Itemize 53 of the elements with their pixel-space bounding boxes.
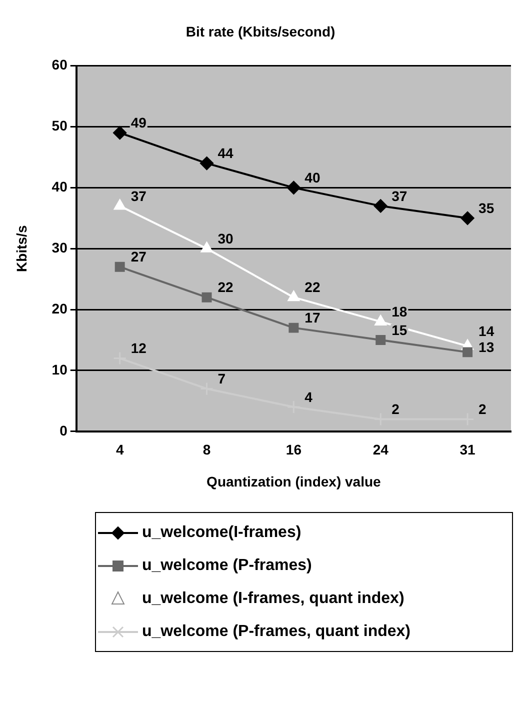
data-label: 40: [304, 170, 320, 186]
x-tick-label: 4: [116, 442, 124, 458]
point: [200, 242, 213, 252]
x-axis-title: Quantization (index) value: [206, 473, 382, 490]
y-tick-label: 60: [52, 56, 68, 73]
data-label: 4: [304, 388, 313, 405]
y-tick-label: 50: [52, 118, 68, 134]
x-tick-label: 31: [460, 442, 476, 458]
y-tick-label: 40: [52, 178, 68, 195]
data-label: 35: [478, 200, 494, 216]
point: [288, 322, 299, 333]
data-label: 14: [478, 323, 494, 339]
point: [462, 347, 473, 358]
data-label: 22: [218, 279, 234, 296]
y-axis-title: Kbits/s: [13, 225, 30, 272]
data-label: 37: [130, 188, 147, 204]
data-label: 13: [478, 339, 494, 355]
legend-label: u_welcome (P-frames, quant index): [142, 622, 411, 640]
data-label: 12: [130, 340, 147, 356]
data-label: 37: [392, 188, 408, 204]
data-label: 7: [218, 370, 226, 387]
x-tick-label: 24: [372, 442, 389, 458]
data-label: 30: [218, 230, 234, 246]
y-tick-label: 0: [60, 422, 68, 438]
legend-label: u_welcome(I-frames): [142, 524, 302, 542]
data-label: 44: [218, 145, 234, 162]
point: [374, 314, 387, 326]
point: [114, 262, 125, 272]
y-tick-label: 10: [52, 361, 68, 378]
data-label: 2: [478, 401, 487, 418]
point: [288, 290, 300, 302]
data-label: 18: [392, 304, 408, 320]
point: [113, 126, 127, 140]
x-tick-label: 8: [202, 442, 211, 458]
data-label: 17: [304, 310, 320, 326]
data-label: 15: [392, 322, 408, 338]
data-label: 22: [304, 279, 320, 296]
point: [200, 156, 214, 170]
chart-title: Bit rate (Kbits/second): [186, 23, 336, 40]
x-tick-label: 16: [286, 442, 302, 458]
data-label: 49: [130, 114, 147, 131]
data-label: 27: [130, 248, 147, 265]
point: [114, 199, 126, 210]
point: [202, 292, 212, 302]
data-label: 2: [392, 401, 400, 418]
y-tick-label: 30: [52, 239, 68, 256]
point: [460, 211, 474, 225]
y-tick-label: 20: [52, 300, 68, 316]
legend-label: u_welcome (I-frames, quant index): [142, 590, 404, 608]
legend-label: u_welcome (P-frames): [142, 556, 312, 574]
point: [376, 335, 386, 345]
point: [286, 180, 300, 194]
point: [374, 199, 388, 213]
